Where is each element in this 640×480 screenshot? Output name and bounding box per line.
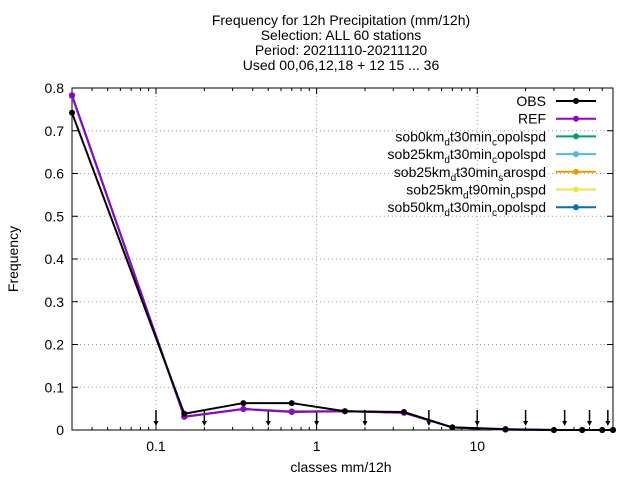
data-point [579,427,586,433]
y-tick-label: 0.6 [45,166,65,182]
x-tick-label: 1 [313,438,321,454]
legend-marker [573,186,579,193]
x-tick-label: 0.1 [146,438,166,454]
legend-label: sob25kmdt30mincopolspd [388,146,546,166]
legend-marker [573,115,579,122]
legend: OBSREFsob0kmdt30mincopolspdsob25kmdt30mi… [388,93,596,219]
title-line: Selection: ALL 60 stations [261,27,422,43]
grid-lines [72,88,613,430]
y-tick-label: 0.8 [45,80,65,96]
obs-arrow-head [562,421,568,426]
y-tick-label: 0 [56,422,64,438]
data-point [502,426,509,433]
data-point [341,408,348,415]
obs-arrow-head [314,421,320,426]
legend-label: sob0kmdt30mincopolspd [395,128,546,148]
obs-arrow-head [474,421,480,426]
x-axis-label: classes mm/12h [290,459,391,475]
obs-arrow-head [265,421,271,426]
data-point [288,409,295,416]
data-point [288,400,295,407]
legend-marker [573,204,579,211]
title-line: Used 00,06,12,18 + 12 15 ... 36 [243,57,440,73]
data-point [610,427,616,433]
data-point [449,424,456,431]
legend-marker [573,98,579,104]
data-point [550,427,557,433]
legend-label: sob50kmdt30mincopolspd [388,199,546,219]
obs-arrow-head [362,421,368,426]
title-line: Period: 20211110-20211120 [255,42,428,58]
y-tick-label: 0.1 [45,379,65,395]
legend-label: OBS [516,93,546,109]
legend-marker [573,168,579,175]
data-point [401,409,408,416]
obs-arrow-head [201,421,207,426]
obs-arrows [153,410,611,426]
data-point [69,109,75,116]
title-line: Frequency for 12h Precipitation (mm/12h) [212,12,470,28]
series-lines [69,92,616,433]
y-tick-label: 0.3 [45,294,65,310]
data-point [181,410,188,417]
legend-marker [573,151,579,158]
series-line [71,112,613,431]
y-axis-label: Frequency [5,226,21,292]
obs-arrow-head [587,421,593,426]
data-point [240,406,247,413]
data-point [240,400,247,407]
legend-label: sob25kmdt90mincpspd [406,182,546,202]
obs-arrow-head [605,421,611,426]
y-tick-label: 0.5 [45,208,65,224]
obs-arrow-head [153,421,159,426]
obs-arrow-head [426,421,432,426]
legend-marker [573,133,579,140]
axes: 0 0.1 0.2 0.3 0.4 0.5 0.6 0.7 0.8 0.1 1 10 [45,80,614,454]
y-tick-label: 0.7 [45,123,65,139]
y-tick-label: 0.2 [45,337,65,353]
x-tick-label: 10 [469,438,485,454]
obs-arrow-head [523,421,529,426]
data-point [599,427,606,433]
data-point [69,92,75,99]
legend-label: sob25kmdt30minsarospd [394,164,546,184]
chart-title: Frequency for 12h Precipitation (mm/12h)… [212,12,470,73]
y-tick-label: 0.4 [45,251,65,267]
legend-label: REF [518,111,546,127]
